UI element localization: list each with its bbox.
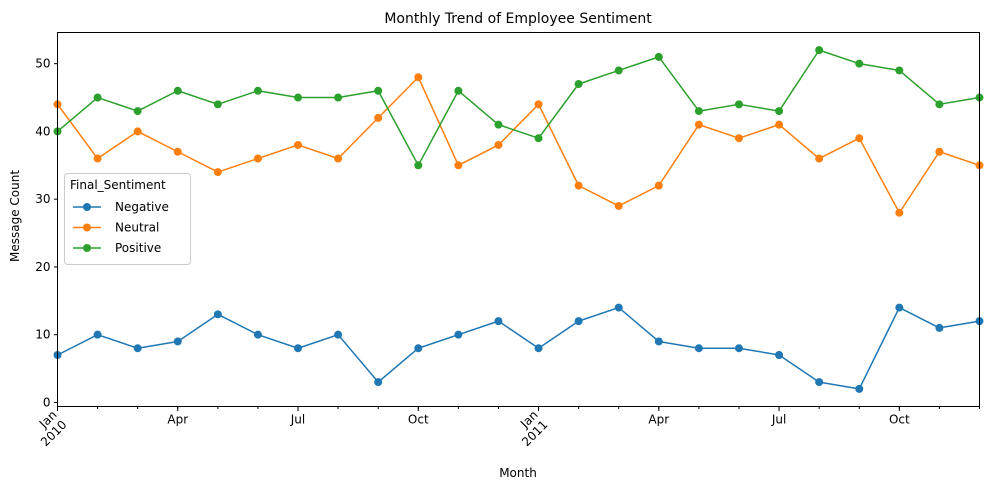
data-point-negative <box>374 378 383 387</box>
data-point-positive <box>855 59 864 68</box>
data-point-negative <box>734 344 743 353</box>
legend-box <box>64 173 191 265</box>
data-point-positive <box>694 107 703 116</box>
data-point-negative <box>133 344 142 353</box>
data-point-positive <box>734 100 743 109</box>
data-point-negative <box>895 303 904 312</box>
data-point-positive <box>895 66 904 75</box>
data-point-neutral <box>734 134 743 143</box>
x-tick-label: Jul <box>290 413 305 427</box>
x-tick-label: Oct <box>408 413 429 427</box>
data-point-neutral <box>534 100 543 109</box>
data-point-positive <box>654 52 663 61</box>
series-group <box>53 46 984 393</box>
series-line-negative <box>57 306 980 390</box>
y-tick-label: 20 <box>35 260 50 274</box>
data-point-neutral <box>694 120 703 129</box>
legend-label-neutral: Neutral <box>115 221 159 235</box>
data-point-negative <box>694 344 703 353</box>
data-point-neutral <box>213 168 222 177</box>
data-point-negative <box>414 344 423 353</box>
data-point-neutral <box>614 201 623 210</box>
data-point-positive <box>133 107 142 116</box>
data-point-positive <box>93 93 102 102</box>
data-point-positive <box>574 79 583 88</box>
y-tick-label: 30 <box>35 192 50 206</box>
data-point-negative <box>935 323 944 332</box>
data-point-negative <box>614 303 623 312</box>
data-point-positive <box>494 120 503 129</box>
data-point-negative <box>93 330 102 339</box>
data-point-positive <box>173 86 182 95</box>
x-tick-label: Apr <box>648 413 669 427</box>
data-point-positive <box>775 107 784 116</box>
data-point-positive <box>614 66 623 75</box>
legend-label-negative: Negative <box>115 200 169 214</box>
series-line-neutral <box>56 76 980 214</box>
data-point-negative <box>334 330 343 339</box>
chart-title: Monthly Trend of Employee Sentiment <box>384 11 652 27</box>
y-tick-label: 50 <box>35 57 50 71</box>
data-point-positive <box>253 86 262 95</box>
data-point-neutral <box>173 147 182 156</box>
data-point-negative <box>173 337 182 346</box>
data-point-neutral <box>494 140 503 149</box>
data-point-negative <box>494 317 503 326</box>
legend-label-positive: Positive <box>115 241 161 255</box>
data-point-negative <box>815 378 824 387</box>
data-point-negative <box>574 317 583 326</box>
data-point-neutral <box>895 208 904 217</box>
data-point-neutral <box>855 134 864 143</box>
plot-frame <box>57 32 980 407</box>
data-point-negative <box>534 344 543 353</box>
data-point-negative <box>294 344 303 353</box>
data-point-negative <box>253 330 262 339</box>
legend-marker-positive <box>83 244 91 252</box>
data-point-neutral <box>294 140 303 149</box>
data-point-neutral <box>574 181 583 190</box>
y-tick-label: 10 <box>35 328 50 342</box>
legend-marker-neutral <box>83 223 91 232</box>
series-line-positive <box>57 49 980 167</box>
data-point-positive <box>534 134 543 143</box>
y-tick-label: 0 <box>43 395 51 409</box>
data-point-neutral <box>815 154 824 163</box>
data-point-negative <box>454 330 463 339</box>
data-point-positive <box>414 161 423 170</box>
data-point-neutral <box>654 181 663 190</box>
x-tick-label: Apr <box>167 413 188 427</box>
legend-marker-negative <box>83 203 91 211</box>
data-point-negative <box>855 384 864 393</box>
legend: Final_Sentiment Negative Neutral Positive <box>64 173 191 265</box>
y-tick-label: 40 <box>35 124 50 138</box>
x-axis-label: Month <box>499 466 537 480</box>
x-tick-label: Oct <box>889 413 910 427</box>
data-point-neutral <box>253 154 262 163</box>
data-point-positive <box>294 93 303 102</box>
data-point-negative <box>213 310 222 319</box>
data-point-positive <box>935 100 944 109</box>
data-point-neutral <box>414 73 423 82</box>
y-axis-label: Message Count <box>8 170 22 262</box>
data-point-positive <box>374 86 383 95</box>
data-point-neutral <box>133 127 142 136</box>
data-point-positive <box>213 100 222 109</box>
data-point-neutral <box>334 154 343 163</box>
data-point-neutral <box>935 147 944 156</box>
data-point-neutral <box>93 154 102 163</box>
data-point-neutral <box>454 161 463 170</box>
data-point-positive <box>454 86 463 95</box>
data-point-positive <box>815 46 824 55</box>
x-tick-label: Jul <box>771 413 786 427</box>
data-point-negative <box>775 351 784 360</box>
data-point-negative <box>654 337 663 346</box>
legend-title: Final_Sentiment <box>70 178 166 192</box>
data-point-neutral <box>775 120 784 129</box>
data-point-positive <box>334 93 343 102</box>
data-point-neutral <box>374 113 383 122</box>
